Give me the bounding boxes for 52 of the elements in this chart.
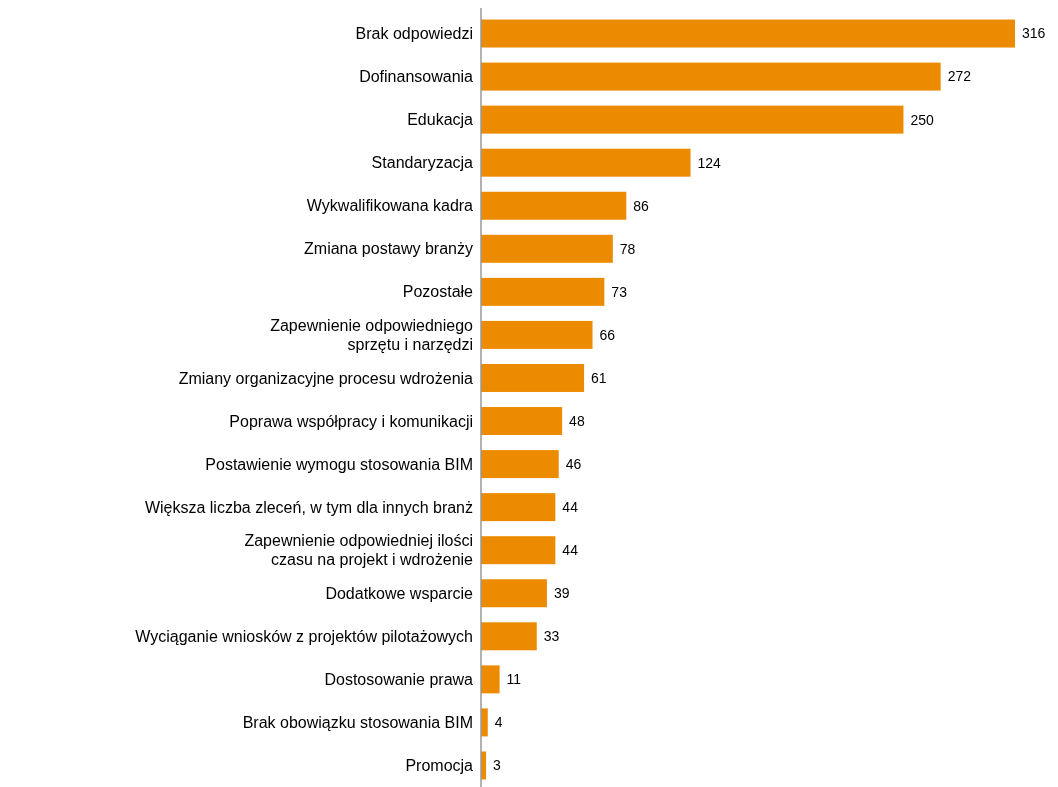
y-tick-label: Postawienie wymogu stosowania BIM xyxy=(205,455,473,473)
data-label: 46 xyxy=(565,455,582,472)
y-tick-label: Edukacja xyxy=(407,111,474,129)
bar xyxy=(481,62,941,91)
data-label: 66 xyxy=(599,326,616,343)
bar xyxy=(481,363,585,392)
y-tick-label: Wyciąganie wniosków z projektów pilotażowych xyxy=(135,627,473,645)
data-label: 61 xyxy=(591,369,607,386)
data-label: 44 xyxy=(562,542,579,559)
y-tick-label: Brak odpowiedzi xyxy=(355,25,473,43)
bar xyxy=(481,191,627,220)
y-tick-label: Standaryzacja xyxy=(371,154,474,172)
data-label: 78 xyxy=(619,240,636,257)
data-label: 86 xyxy=(633,197,650,214)
bar xyxy=(481,320,593,349)
data-label: 11 xyxy=(506,671,522,688)
y-tick-label: Zmiany organizacyjne procesu wdrożenia xyxy=(178,369,474,387)
y-tick-label: Większa liczba zleceń, w tym dla innych branż xyxy=(144,498,473,516)
bar xyxy=(481,579,547,608)
bar xyxy=(481,234,613,263)
data-label: 48 xyxy=(569,412,585,429)
data-label: 124 xyxy=(697,154,722,171)
y-tick-label: Zmiana postawy branży xyxy=(304,240,473,258)
data-label: 4 xyxy=(494,714,503,731)
bar xyxy=(481,493,556,522)
data-label: 272 xyxy=(947,68,972,85)
data-label: 33 xyxy=(543,628,560,645)
bar xyxy=(481,277,605,306)
y-tick-label: Zapewnienie odpowiedniej ilości czasu na projekt i wdrożenie xyxy=(244,532,474,569)
y-tick-label: Dofinansowania xyxy=(359,68,474,86)
y-tick-label: Zapewnienie odpowiedniego sprzętu i narzędzi xyxy=(270,317,474,354)
bar xyxy=(481,536,556,565)
bar xyxy=(481,450,559,479)
y-tick-label: Pozostałe xyxy=(402,283,474,301)
bar xyxy=(481,148,691,177)
data-label: 44 xyxy=(562,499,579,516)
y-tick-label: Poprawa współpracy i komunikacji xyxy=(229,412,473,430)
data-label: 250 xyxy=(910,111,935,128)
data-label: 39 xyxy=(553,585,570,602)
data-label: 73 xyxy=(611,283,628,300)
y-tick-label: Dostosowanie prawa xyxy=(324,670,474,688)
y-tick-label: Brak obowiązku stosowania BIM xyxy=(242,714,473,732)
bar xyxy=(481,665,500,694)
y-tick-label: Promocja xyxy=(405,757,474,775)
data-label: 316 xyxy=(1022,25,1046,42)
data-label: 3 xyxy=(493,757,502,774)
bar xyxy=(481,622,537,651)
y-tick-label: Wykwalifikowana kadra xyxy=(306,197,474,215)
bar xyxy=(481,407,563,436)
bar xyxy=(481,19,1015,48)
y-tick-label: Dodatkowe wsparcie xyxy=(325,584,474,602)
bar xyxy=(481,105,904,134)
